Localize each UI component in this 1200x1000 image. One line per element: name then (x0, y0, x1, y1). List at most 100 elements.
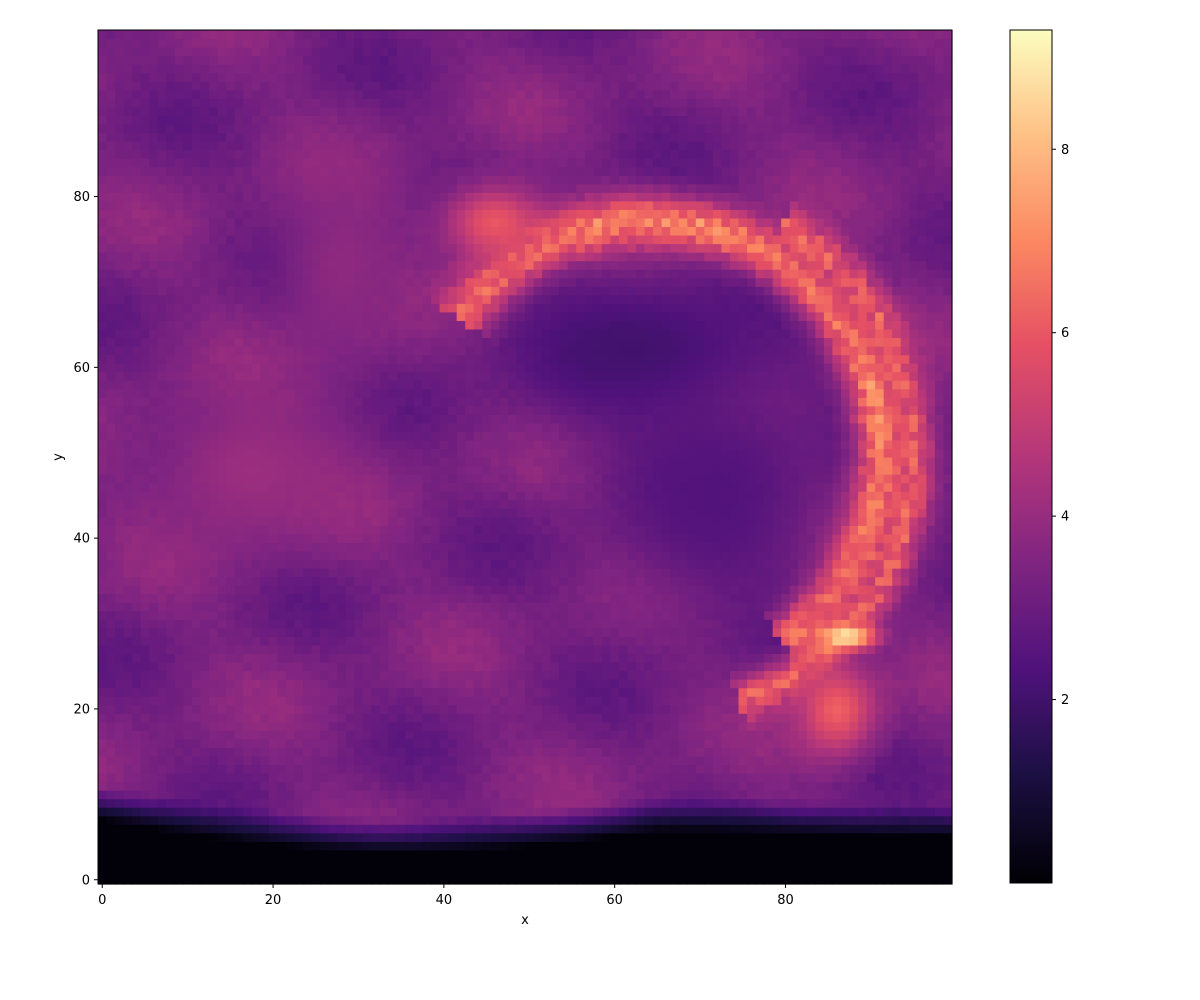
heatmap-cell (277, 593, 287, 603)
heatmap-cell (191, 866, 202, 877)
heatmap-cell (747, 568, 757, 578)
heatmap-cell (302, 542, 313, 552)
heatmap-cell (166, 525, 176, 535)
heatmap-cell (627, 568, 637, 578)
heatmap-cell (525, 550, 535, 561)
heatmap-cell (490, 670, 500, 680)
heatmap-cell (883, 790, 893, 800)
heatmap-cell (576, 781, 586, 791)
heatmap-cell (465, 627, 475, 637)
heatmap-cell (909, 491, 919, 501)
heatmap-cell (251, 704, 261, 714)
heatmap-cell (542, 457, 552, 467)
heatmap-cell (268, 730, 278, 740)
heatmap-cell (320, 730, 330, 740)
heatmap-cell (721, 687, 731, 697)
heatmap-cell (712, 738, 723, 748)
heatmap-cell (909, 474, 919, 484)
heatmap-cell (883, 807, 893, 817)
heatmap-cell (277, 841, 287, 851)
heatmap-cell (815, 807, 825, 817)
heatmap-cell (755, 815, 765, 825)
heatmap-cell (431, 508, 441, 518)
heatmap-cell (465, 858, 475, 868)
heatmap-cell (388, 516, 398, 526)
heatmap-cell (311, 636, 321, 646)
heatmap-cell (576, 849, 586, 859)
heatmap-cell (567, 619, 577, 629)
heatmap-cell (482, 636, 492, 646)
heatmap-cell (678, 807, 688, 817)
heatmap-cell (755, 559, 765, 569)
heatmap-cell (482, 499, 492, 509)
heatmap-cell (132, 670, 142, 680)
heatmap-cell (251, 559, 261, 569)
heatmap-cell (371, 858, 381, 868)
heatmap-cell (542, 738, 552, 748)
heatmap-cell (132, 721, 142, 731)
heatmap-cell (439, 627, 449, 637)
heatmap-cell (106, 858, 116, 868)
heatmap-cell (337, 790, 347, 800)
heatmap-cell (268, 832, 278, 842)
heatmap-cell (764, 576, 774, 586)
heatmap-cell (302, 704, 313, 714)
heatmap-cell (302, 533, 313, 543)
heatmap-cell (610, 474, 620, 484)
heatmap-cell (815, 465, 825, 475)
heatmap-cell (815, 781, 825, 791)
heatmap-cell (431, 499, 441, 509)
heatmap-cell (465, 482, 475, 492)
heatmap-cell (106, 585, 116, 595)
heatmap-cell (217, 525, 227, 535)
heatmap-cell (499, 875, 509, 885)
heatmap-cell (798, 815, 808, 825)
heatmap-cell (934, 764, 945, 774)
heatmap-cell (234, 687, 244, 697)
heatmap-cell (858, 815, 868, 825)
heatmap-cell (883, 457, 893, 467)
heatmap-cell (285, 593, 296, 603)
heatmap-cell (183, 738, 193, 748)
heatmap-cell (226, 858, 236, 868)
heatmap-cell (542, 704, 552, 714)
heatmap-cell (550, 721, 560, 731)
heatmap-cell (875, 559, 885, 569)
heatmap-cell (396, 491, 407, 501)
heatmap-cell (217, 465, 227, 475)
heatmap-cell (243, 525, 253, 535)
heatmap-cell (627, 525, 637, 535)
heatmap-cell (311, 491, 321, 501)
heatmap-cell (362, 576, 372, 586)
heatmap-cell (191, 610, 202, 620)
heatmap-cell (115, 798, 125, 808)
heatmap-cell (576, 457, 586, 467)
heatmap-cell (456, 738, 466, 748)
heatmap-cell (362, 457, 372, 467)
heatmap-cell (456, 491, 466, 501)
heatmap-cell (533, 670, 543, 680)
heatmap-cell (943, 679, 953, 689)
heatmap-cell (618, 798, 629, 808)
heatmap-cell (200, 525, 210, 535)
heatmap-cell (422, 790, 432, 800)
heatmap-cell (354, 824, 364, 834)
heatmap-cell (636, 457, 646, 467)
heatmap-cell (328, 516, 338, 526)
heatmap-cell (670, 849, 680, 859)
heatmap-cell (268, 550, 278, 561)
heatmap-cell (371, 474, 381, 484)
heatmap-cell (149, 474, 159, 484)
heatmap-cell (337, 653, 347, 663)
heatmap-cell (627, 516, 637, 526)
heatmap-cell (268, 807, 278, 817)
heatmap-cell (738, 738, 748, 748)
heatmap-cell (926, 661, 936, 672)
heatmap-cell (277, 568, 287, 578)
heatmap-cell (217, 508, 227, 518)
heatmap-cell (337, 568, 347, 578)
heatmap-cell (712, 542, 723, 552)
heatmap-cell (644, 653, 654, 663)
heatmap-cell (140, 491, 150, 501)
heatmap-cell (789, 491, 799, 501)
